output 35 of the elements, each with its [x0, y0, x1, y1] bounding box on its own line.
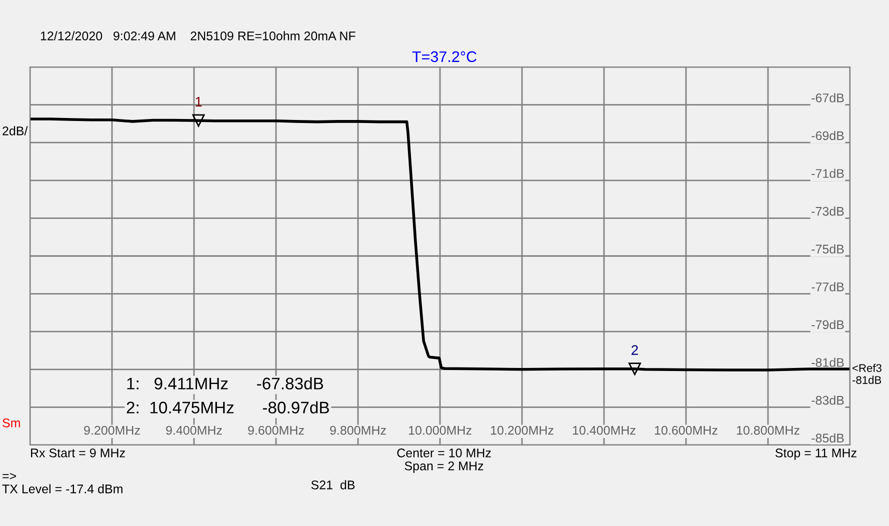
- x-tick-label: 10.000MHz: [408, 426, 472, 435]
- annotation: 2: [632, 345, 638, 355]
- text: Rx Start = 9 MHz: [31, 448, 125, 458]
- text: <Ref3 -81dB: [852, 364, 882, 384]
- x-tick-label: 10.600MHz: [654, 426, 718, 435]
- text: 2dB/: [2, 126, 28, 136]
- x-tick-label: 9.600MHz: [248, 426, 304, 435]
- x-tick-label: 9.800MHz: [330, 426, 386, 435]
- text: S21 dB: [311, 480, 355, 490]
- x-tick-label: 9.200MHz: [84, 426, 140, 435]
- y-tick-label: -71dB: [812, 168, 844, 178]
- y-tick-label: -77dB: [812, 282, 844, 292]
- x-tick-label: 9.400MHz: [166, 426, 222, 435]
- text: TX Level = -17.4 dBm: [2, 484, 122, 494]
- chart-subtitle: 12/12/2020 9:02:49 AM 2N5109 RE=10ohm 20mA NF: [40, 31, 356, 40]
- text: Sm: [2, 418, 20, 428]
- y-tick-label: -85dB: [812, 433, 844, 443]
- y-tick-label: -69dB: [812, 130, 844, 140]
- y-tick-label: -83dB: [812, 396, 844, 405]
- x-tick-label: 10.400MHz: [572, 426, 636, 435]
- text: Center = 10 MHz: [397, 448, 491, 458]
- annotation: 1: [196, 96, 202, 106]
- text: =>: [2, 472, 16, 480]
- chart-title: T=37.2°C: [412, 51, 476, 62]
- y-tick-label: -67dB: [812, 93, 844, 102]
- y-tick-label: -79dB: [812, 320, 844, 330]
- y-tick-label: -81dB: [812, 358, 844, 367]
- y-tick-label: -75dB: [812, 244, 844, 254]
- x-tick-label: 10.800MHz: [736, 426, 800, 435]
- annotation: 1: 9.411MHz -67.83dB: [127, 377, 324, 390]
- text: Stop = 11 MHz: [775, 448, 856, 460]
- annotation: 2: 10.475MHz -80.97dB: [126, 401, 329, 414]
- x-tick-label: 10.200MHz: [490, 426, 554, 435]
- y-tick-label: -73dB: [812, 206, 844, 216]
- text: Span = 2 MHz: [404, 462, 484, 473]
